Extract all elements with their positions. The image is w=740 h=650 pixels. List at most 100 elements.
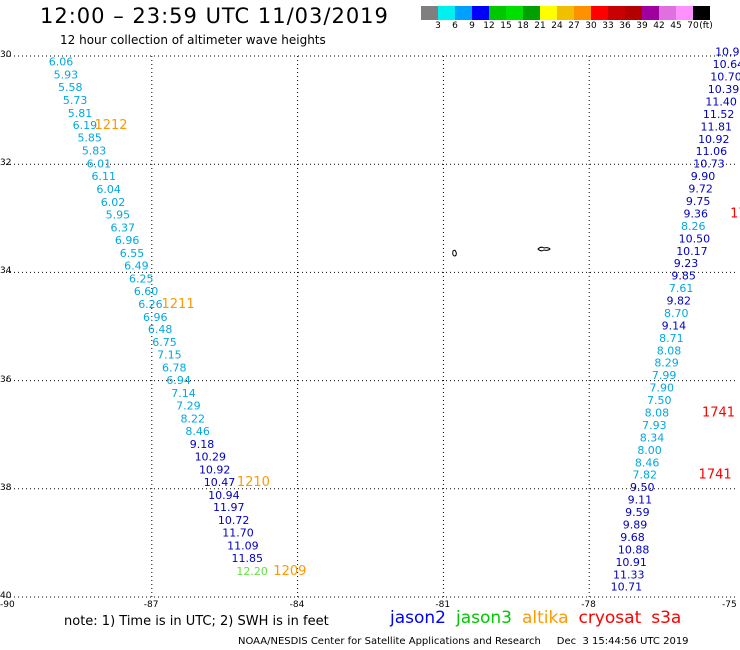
wave-height-label: 9.59 bbox=[625, 506, 650, 519]
latitude-tick-label: 30 bbox=[0, 50, 12, 60]
colorbar-label: 24 bbox=[551, 21, 563, 31]
wave-height-label: 9.36 bbox=[683, 207, 708, 220]
colorbar-label: 3 bbox=[435, 21, 441, 31]
wave-height-label: 10.47 bbox=[204, 476, 236, 489]
colorbar-label: 42 bbox=[653, 21, 665, 31]
pass-time-label: 1210 bbox=[237, 475, 270, 490]
wave-height-label: 5.95 bbox=[106, 209, 131, 222]
colorbar-swatch bbox=[693, 6, 710, 20]
wave-height-label: 9.50 bbox=[630, 481, 655, 494]
pass-time-labels: 1212 1211 1210 1209 174 1741 1741 bbox=[94, 118, 740, 579]
colorbar-swatch bbox=[608, 6, 625, 20]
colorbar-labels: 3 6 9 12 15 18 21 24 27 30 33 36 39 42 45 70 (ft) bbox=[421, 21, 740, 33]
wave-height-label: 8.34 bbox=[640, 431, 665, 444]
latitude-tick-label: 40 bbox=[0, 591, 12, 601]
chart-subtitle: 12 hour collection of altimeter wave hei… bbox=[60, 33, 326, 47]
wave-height-label: 11.97 bbox=[213, 501, 245, 514]
wave-height-label: 7.50 bbox=[647, 394, 672, 407]
legend-altika: altika bbox=[522, 608, 569, 628]
colorbar-label: 33 bbox=[602, 21, 614, 31]
wave-height-label: 6.96 bbox=[143, 311, 168, 324]
credit-line: NOAA/NESDIS Center for Satellite Applica… bbox=[238, 636, 689, 647]
chart-title: 12:00 – 23:59 UTC 11/03/2019 bbox=[40, 4, 389, 28]
wave-height-label: 8.46 bbox=[635, 456, 660, 469]
wave-height-label: 10.92 bbox=[698, 133, 730, 146]
legend-jason2: jason2 bbox=[390, 608, 446, 628]
longitude-tick-label: -84 bbox=[289, 600, 305, 610]
wave-height-label: 10.70 bbox=[710, 71, 740, 84]
colorbar-label: 12 bbox=[483, 21, 495, 31]
wave-height-label: 6.60 bbox=[134, 285, 159, 298]
wave-height-label: 10.64 bbox=[713, 58, 740, 71]
legend-cryosat: cryosat bbox=[578, 608, 642, 628]
wave-height-label: 7.93 bbox=[642, 419, 667, 432]
longitude-tick-label: -90 bbox=[0, 600, 15, 610]
wave-height-label: 11.70 bbox=[222, 527, 254, 540]
wave-height-label: 11.06 bbox=[696, 145, 728, 158]
wave-height-label: 7.15 bbox=[157, 349, 182, 362]
colorbar-swatch bbox=[591, 6, 608, 20]
wave-height-label: 6.26 bbox=[138, 298, 163, 311]
colorbar-label: 27 bbox=[568, 21, 580, 31]
colorbar-label: 39 bbox=[636, 21, 648, 31]
satellite-track-west: 6.065.935.585.735.816.195.855.836.016.11… bbox=[49, 55, 268, 578]
wave-height-label: 7.99 bbox=[652, 369, 677, 382]
pass-time-label: 174 bbox=[730, 206, 740, 221]
island-outline bbox=[452, 249, 457, 257]
wave-height-label: 10.91 bbox=[615, 556, 647, 569]
wave-height-label: 6.96 bbox=[115, 234, 140, 247]
wave-height-label: 5.83 bbox=[82, 145, 107, 158]
wave-height-label: 9.14 bbox=[662, 319, 687, 332]
wave-height-label: 9.11 bbox=[628, 494, 653, 507]
wave-height-label: 8.29 bbox=[654, 357, 679, 370]
wave-height-label: 10.88 bbox=[618, 543, 650, 556]
colorbar-swatch bbox=[676, 6, 693, 20]
longitude-tick-label: -87 bbox=[143, 600, 159, 610]
wave-height-label: 11.09 bbox=[227, 540, 259, 553]
wave-height-label: 9.90 bbox=[691, 170, 716, 183]
wave-height-label: 10.73 bbox=[693, 158, 725, 171]
wave-height-label: 10.94 bbox=[208, 489, 240, 502]
colorbar-swatch bbox=[523, 6, 540, 20]
wave-height-label: 9.89 bbox=[623, 519, 648, 532]
legend-s3a: s3a bbox=[651, 608, 682, 628]
wave-height-label: 6.01 bbox=[87, 158, 112, 171]
wave-height-label: 6.02 bbox=[101, 196, 126, 209]
map-gridlines bbox=[6, 55, 735, 598]
latitude-tick-label: 38 bbox=[0, 482, 12, 493]
wave-height-label: 9.82 bbox=[666, 295, 691, 308]
wave-height-label: 6.25 bbox=[129, 272, 154, 285]
wave-height-label: 5.85 bbox=[77, 132, 102, 145]
wave-height-label: 10.17 bbox=[676, 245, 708, 258]
wave-height-label: 6.49 bbox=[124, 259, 148, 272]
latitude-tick-label: 32 bbox=[0, 158, 12, 169]
colorbar-label: 9 bbox=[469, 21, 475, 31]
wave-height-label: 6.06 bbox=[49, 55, 74, 68]
wave-height-label: 10.29 bbox=[195, 450, 227, 463]
colorbar-label: (ft) bbox=[699, 21, 713, 31]
wave-height-label: 8.46 bbox=[185, 425, 210, 438]
colorbar-swatch bbox=[472, 6, 489, 20]
colorbar-swatch bbox=[540, 6, 557, 20]
colorbar-swatch bbox=[455, 6, 472, 20]
wave-height-label: 11.81 bbox=[700, 120, 732, 133]
latitude-tick-label: 36 bbox=[0, 374, 12, 385]
wave-height-label: 5.73 bbox=[63, 94, 88, 107]
colorbar-label: 15 bbox=[500, 21, 512, 31]
wave-height-label: 7.29 bbox=[176, 399, 201, 412]
wave-height-label: 11.33 bbox=[613, 568, 645, 581]
wave-height-label: 10.50 bbox=[679, 232, 711, 245]
colorbar-label: 30 bbox=[585, 21, 597, 31]
wave-height-label: 5.93 bbox=[54, 68, 79, 81]
wave-height-label: 10.92 bbox=[199, 463, 231, 476]
wave-height-label: 6.75 bbox=[152, 336, 177, 349]
wave-height-label: 8.22 bbox=[180, 412, 205, 425]
satellite-legend: jason2 jason3 altika cryosat s3a bbox=[390, 608, 691, 628]
wave-height-label: 11.85 bbox=[232, 552, 264, 565]
wave-height-label: 10.39 bbox=[708, 83, 740, 96]
wave-height-label: 7.61 bbox=[669, 282, 694, 295]
wave-height-colorbar bbox=[421, 6, 710, 20]
wave-height-label: 9.72 bbox=[688, 183, 713, 196]
wave-height-label: 8.08 bbox=[645, 407, 670, 420]
